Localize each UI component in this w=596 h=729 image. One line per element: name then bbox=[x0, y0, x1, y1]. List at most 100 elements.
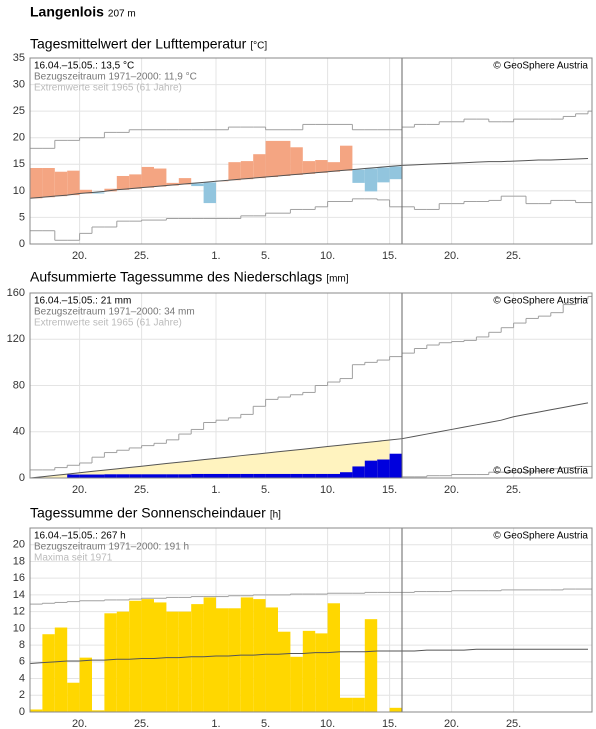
source: © GeoSphere Austria bbox=[493, 531, 588, 542]
x-tick-label: 15. bbox=[382, 718, 397, 729]
plot-frame bbox=[29, 527, 593, 713]
x-tick-label: 5. bbox=[261, 484, 270, 496]
mean-area bbox=[30, 439, 390, 478]
bar bbox=[327, 603, 340, 712]
y-tick-label: 12 bbox=[13, 606, 25, 618]
y-tick-label: 120 bbox=[7, 333, 25, 345]
bar bbox=[166, 611, 179, 712]
bar bbox=[352, 466, 365, 478]
plot-area bbox=[30, 295, 592, 478]
y-tick-label: 35 bbox=[13, 52, 25, 64]
y-tick-label: 14 bbox=[13, 589, 25, 601]
anomaly-bar bbox=[290, 147, 303, 175]
y-tick-label: 30 bbox=[13, 78, 25, 90]
x-tick-label: 25. bbox=[134, 250, 149, 262]
bar bbox=[278, 473, 291, 478]
bar bbox=[302, 630, 316, 712]
anomaly-bar bbox=[278, 140, 291, 176]
y-tick-label: 20 bbox=[13, 132, 25, 144]
bar bbox=[178, 611, 192, 712]
plot-background bbox=[30, 58, 592, 244]
bar bbox=[129, 600, 142, 712]
anomaly-bar bbox=[228, 162, 241, 181]
bar bbox=[92, 710, 105, 712]
y-tick-label: 160 bbox=[7, 287, 25, 299]
bar bbox=[116, 611, 130, 712]
mean-line bbox=[30, 402, 589, 478]
bar bbox=[302, 473, 316, 478]
y-tick-label: 0 bbox=[19, 238, 25, 250]
source: © GeoSphere Austria bbox=[493, 296, 588, 307]
y-tick-label: 80 bbox=[13, 379, 25, 391]
anomaly-bar bbox=[315, 160, 328, 173]
bar bbox=[228, 608, 241, 712]
chart-unit: [mm] bbox=[326, 274, 348, 285]
chart-unit: [h] bbox=[270, 510, 281, 521]
y-tick-label: 5 bbox=[19, 211, 25, 223]
bar bbox=[216, 608, 229, 712]
x-tick-label: 5. bbox=[261, 718, 270, 729]
bar bbox=[54, 627, 68, 712]
bar bbox=[166, 474, 179, 478]
y-tick-label: 4 bbox=[19, 672, 25, 684]
anomaly-bar bbox=[352, 169, 365, 183]
legend-entry: 16.04.–15.05.: 21 mm bbox=[34, 296, 131, 307]
bar bbox=[191, 473, 204, 478]
x-tick-label: 15. bbox=[382, 250, 397, 262]
x-tick-label: 1. bbox=[211, 250, 220, 262]
bar bbox=[129, 474, 142, 478]
bar bbox=[240, 473, 254, 478]
anomaly-bar bbox=[104, 188, 117, 192]
x-tick-label: 5. bbox=[261, 250, 270, 262]
bar bbox=[265, 607, 278, 712]
x-tick-label: 1. bbox=[211, 484, 220, 496]
x-tick-label: 10. bbox=[320, 718, 335, 729]
x-tick-label: 20. bbox=[444, 718, 459, 729]
anomaly-bar bbox=[42, 168, 55, 198]
source: © GeoSphere Austria bbox=[493, 466, 588, 477]
bar bbox=[178, 474, 192, 478]
anomaly-bar bbox=[265, 140, 278, 178]
y-tick-label: 6 bbox=[19, 656, 25, 668]
bar bbox=[141, 474, 154, 478]
bar bbox=[340, 472, 353, 478]
y-tick-label: 25 bbox=[13, 105, 25, 117]
y-tick-label: 18 bbox=[13, 555, 25, 567]
bar bbox=[315, 633, 328, 712]
y-tick-label: 15 bbox=[13, 158, 25, 170]
bar bbox=[265, 473, 278, 478]
bar bbox=[340, 697, 353, 712]
anomaly-bar bbox=[67, 170, 80, 196]
bar bbox=[104, 613, 117, 712]
bar bbox=[290, 473, 303, 478]
anomaly-bar bbox=[178, 178, 192, 185]
x-tick-label: 20. bbox=[444, 484, 459, 496]
anomaly-bar bbox=[340, 145, 353, 171]
bar bbox=[154, 474, 167, 478]
y-tick-label: 8 bbox=[19, 639, 25, 651]
chart: Tagesmittelwert der Lufttemperatur [°C] 0 5… bbox=[13, 36, 593, 262]
bar bbox=[30, 709, 43, 712]
bar bbox=[79, 474, 92, 478]
bar bbox=[253, 599, 266, 712]
bar bbox=[377, 459, 390, 478]
anomaly-bar bbox=[253, 154, 266, 179]
anomaly-bar bbox=[327, 162, 340, 172]
bar bbox=[352, 697, 365, 712]
station-elevation: 207 m bbox=[108, 9, 136, 20]
bar bbox=[253, 473, 266, 478]
chart-title: Aufsummierte Tagessumme des Niederschlag… bbox=[30, 269, 322, 285]
y-tick-label: 10 bbox=[13, 622, 25, 634]
x-tick-label: 25. bbox=[506, 718, 521, 729]
legend-entry: Bezugszeitraum 1971–2000: 34 mm bbox=[34, 307, 195, 318]
anomaly-bar bbox=[79, 189, 92, 194]
bar bbox=[79, 657, 92, 712]
anomaly-bar bbox=[191, 183, 204, 187]
plot-frame bbox=[29, 292, 593, 479]
plot-area bbox=[30, 110, 592, 241]
anomaly-bar bbox=[203, 182, 216, 204]
anomaly-bar bbox=[141, 166, 154, 188]
bar bbox=[228, 473, 241, 478]
bar bbox=[315, 473, 328, 478]
x-tick-label: 20. bbox=[72, 718, 87, 729]
